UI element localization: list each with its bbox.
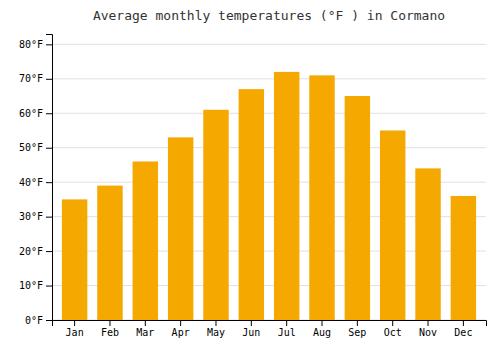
- y-tick-label: 20°F: [19, 246, 43, 257]
- x-tick: Nov: [419, 320, 437, 338]
- x-tick-mark: [251, 320, 252, 326]
- x-tick-label: Jan: [66, 327, 84, 338]
- x-tick-label: Jun: [242, 327, 260, 338]
- y-tick: 80°F: [19, 39, 52, 50]
- y-tick-mark: [46, 286, 52, 287]
- bar: [133, 161, 158, 320]
- x-tick: Mar: [136, 320, 154, 338]
- grid-line: [52, 113, 486, 114]
- x-tick-mark: [428, 320, 429, 326]
- y-axis-line: [46, 35, 53, 321]
- x-tick-mark: [145, 320, 146, 326]
- bar: [168, 137, 193, 320]
- x-tick-mark: [286, 320, 287, 326]
- bar: [451, 196, 476, 320]
- x-tick-mark: [357, 320, 358, 326]
- y-tick-mark: [46, 251, 52, 252]
- grid: [52, 44, 486, 320]
- y-tick: 20°F: [19, 246, 52, 257]
- y-tick: 40°F: [19, 177, 52, 188]
- x-tick-label: Sep: [348, 327, 366, 338]
- x-tick-mark: [392, 320, 393, 326]
- x-tick-label: May: [207, 327, 225, 338]
- x-tick: May: [207, 320, 225, 338]
- y-tick: 70°F: [19, 73, 52, 84]
- grid-line: [52, 44, 486, 45]
- title: Average monthly temperatures (°F ) in Co…: [93, 8, 445, 23]
- bar: [274, 72, 299, 320]
- x-tick-mark: [180, 320, 181, 326]
- bar: [415, 168, 440, 320]
- y-tick: 60°F: [19, 108, 52, 119]
- x-tick-label: Nov: [419, 327, 437, 338]
- x-tick-mark: [74, 320, 75, 326]
- x-tick: Sep: [348, 320, 366, 338]
- x-tick: Dec: [454, 320, 472, 338]
- y-tick-label: 10°F: [19, 280, 43, 291]
- chart: 0°F 10°F 20°F 30°F 40°F 50°F 60°F 70°F 80°F Jan Fe…: [0, 0, 500, 350]
- x-tick: Jul: [278, 320, 296, 338]
- y-tick: 50°F: [19, 142, 52, 153]
- x-tick-label: Jul: [278, 327, 296, 338]
- x-tick: Oct: [384, 320, 402, 338]
- x-tick: Aug: [313, 320, 331, 338]
- y-tick-label: 70°F: [19, 73, 43, 84]
- y-tick-label: 60°F: [19, 108, 43, 119]
- bar: [380, 130, 405, 320]
- x-tick: Jan: [66, 320, 84, 338]
- x-tick: Feb: [101, 320, 119, 338]
- x-tick-label: Dec: [454, 327, 472, 338]
- x-axis: Jan Feb Mar Apr May Jun Jul Aug Sep Oct Nov Dec: [53, 320, 487, 338]
- y-axis: 0°F 10°F 20°F 30°F 40°F 50°F 60°F 70°F 80°F: [19, 35, 53, 326]
- y-tick-label: 30°F: [19, 211, 43, 222]
- x-tick-label: Apr: [172, 327, 190, 338]
- x-tick-mark: [463, 320, 464, 326]
- y-tick-mark: [46, 320, 52, 321]
- x-tick-label: Aug: [313, 327, 331, 338]
- plot: 0°F 10°F 20°F 30°F 40°F 50°F 60°F 70°F 80°F Jan Fe…: [19, 35, 487, 339]
- y-tick: 30°F: [19, 211, 52, 222]
- x-tick-label: Oct: [384, 327, 402, 338]
- bar: [345, 96, 370, 320]
- y-tick-label: 0°F: [25, 315, 43, 326]
- y-tick-mark: [46, 182, 52, 183]
- x-axis-line: [53, 321, 487, 327]
- bar: [239, 89, 264, 320]
- bar: [309, 75, 334, 320]
- y-tick-label: 50°F: [19, 142, 43, 153]
- y-tick-mark: [46, 148, 52, 149]
- grid-line: [52, 78, 486, 79]
- y-tick-label: 40°F: [19, 177, 43, 188]
- bar: [97, 186, 122, 320]
- bar: [203, 110, 228, 320]
- grid-line: [52, 147, 486, 148]
- x-tick-label: Feb: [101, 327, 119, 338]
- y-tick-mark: [46, 44, 52, 45]
- bars: [62, 72, 476, 320]
- x-tick-mark: [215, 320, 216, 326]
- y-tick-mark: [46, 113, 52, 114]
- y-tick: 0°F: [25, 315, 52, 326]
- y-tick-mark: [46, 79, 52, 80]
- bar: [62, 199, 87, 320]
- y-tick-label: 80°F: [19, 39, 43, 50]
- x-tick: Jun: [242, 320, 260, 338]
- x-tick-label: Mar: [136, 327, 154, 338]
- y-tick-mark: [46, 217, 52, 218]
- x-tick-mark: [109, 320, 110, 326]
- x-tick: Apr: [172, 320, 190, 338]
- y-tick: 10°F: [19, 280, 52, 291]
- x-tick-mark: [322, 320, 323, 326]
